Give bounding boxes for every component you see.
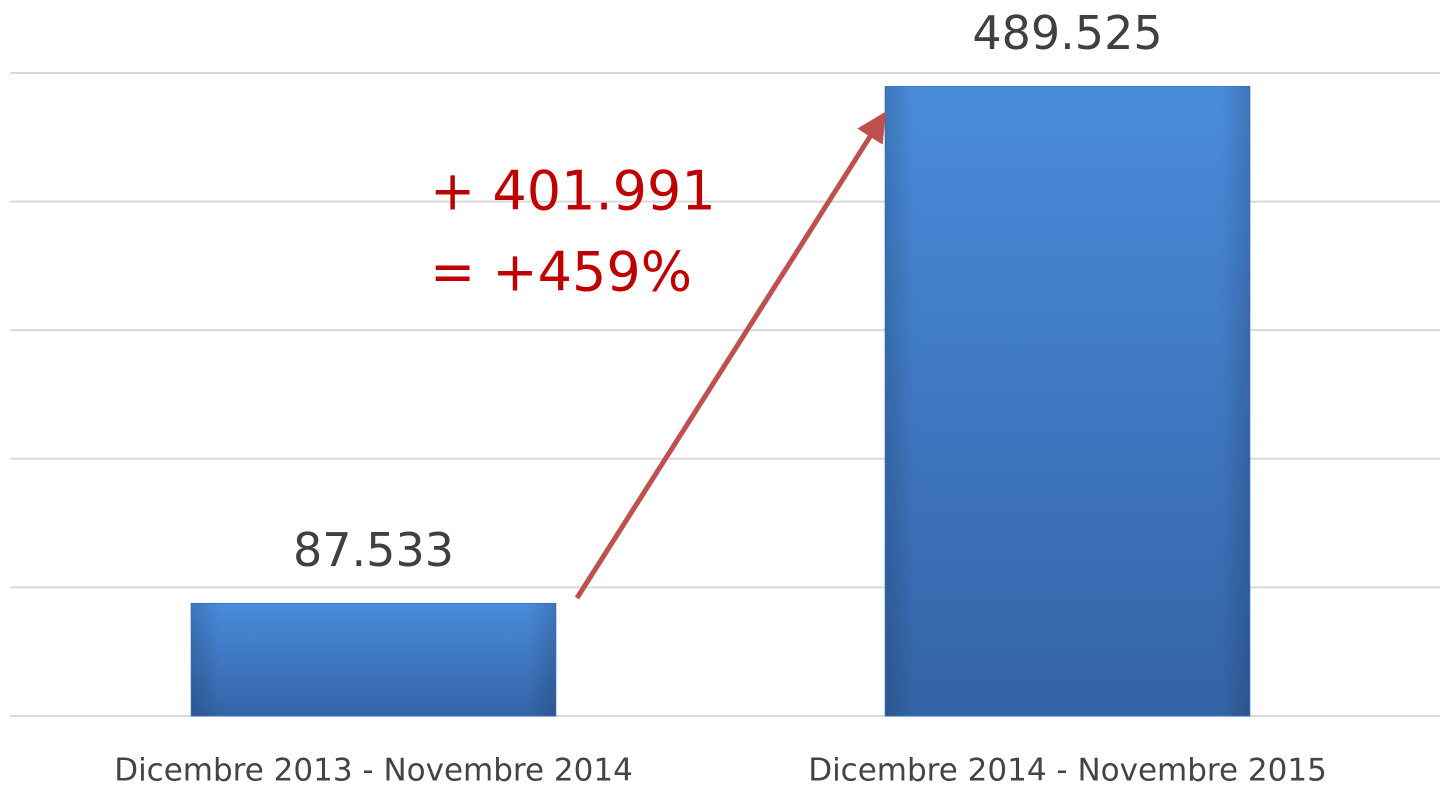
value-label: 87.533	[293, 523, 454, 577]
x-tick-label: Dicembre 2014 - Novembre 2015	[808, 753, 1327, 788]
annotation: + 401.991	[430, 160, 716, 223]
value-label: 489.525	[972, 6, 1162, 60]
x-tick-label: Dicembre 2013 - Novembre 2014	[114, 753, 633, 788]
bar	[190, 602, 557, 717]
bars	[190, 85, 1251, 717]
arrow	[574, 111, 887, 600]
annotation: = +459%	[430, 241, 692, 304]
bar	[884, 85, 1251, 717]
